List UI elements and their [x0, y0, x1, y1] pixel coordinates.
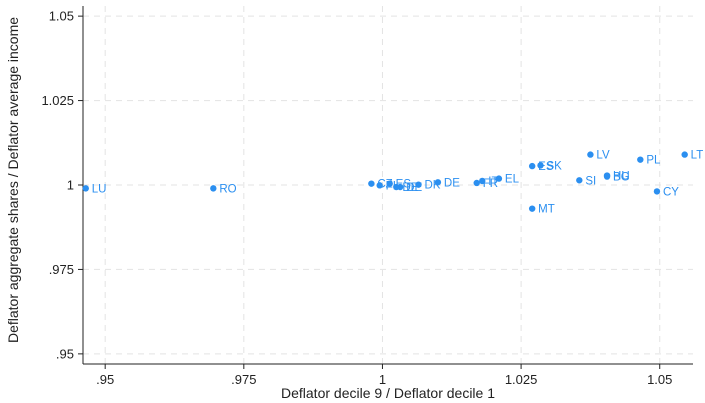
point-label-dk: DK [425, 180, 441, 192]
point-label-de: DE [444, 177, 460, 189]
point-label-de: DE [406, 182, 422, 194]
point-label-cy: CY [663, 186, 679, 198]
point-label-cz: CZ [377, 179, 392, 191]
point-label-de: DE [402, 182, 418, 194]
x-tick-label: 1 [379, 372, 386, 387]
point-label-fr: FR [483, 178, 498, 190]
y-tick-label: 1.025 [41, 93, 74, 108]
point-label-el: EL [505, 174, 520, 186]
data-point-de [397, 183, 404, 191]
x-tick-label: 1.05 [647, 372, 672, 387]
point-label-it: IT [488, 176, 498, 188]
data-point-cz [368, 180, 375, 187]
y-tick-label: 1.05 [49, 9, 74, 24]
data-point-ro [210, 185, 217, 192]
x-axis-title: Deflator decile 9 / Deflator decile 1 [281, 385, 495, 401]
point-label-sk: SK [547, 160, 563, 172]
x-tick-label: .95 [96, 372, 114, 387]
y-axis-title: Deflator aggregate shares / Deflator ave… [5, 17, 21, 343]
point-label-hu: HU [613, 171, 630, 183]
point-label-mt: MT [538, 204, 555, 216]
data-point-lt [681, 151, 688, 158]
point-label-ro: RO [219, 183, 236, 195]
point-label-lt: LT [691, 150, 704, 162]
point-label-bg: BG [613, 172, 630, 184]
data-point-it [479, 177, 486, 185]
data-point-cy [653, 188, 661, 195]
data-point-fr [473, 179, 480, 187]
data-point-el [495, 175, 503, 182]
data-point-sk [537, 162, 544, 169]
y-tick-label: .95 [56, 346, 74, 361]
data-point-si [576, 177, 583, 184]
y-tick-label: 1 [67, 178, 74, 193]
data-point-lu [82, 185, 89, 192]
point-label-fi: FI [386, 180, 396, 192]
x-tick-label: 1.025 [505, 372, 538, 387]
data-point-de [434, 179, 442, 186]
point-label-si: SI [585, 175, 596, 187]
y-tick-label: .975 [49, 262, 74, 277]
point-label-pl: PL [646, 155, 661, 167]
grid [83, 6, 693, 364]
data-point-es [386, 180, 393, 187]
x-tick-label: .975 [231, 372, 256, 387]
point-label-lu: LU [92, 183, 107, 195]
data-point-dk [415, 181, 422, 188]
data-point-es [528, 162, 536, 170]
data-point-lv [587, 151, 594, 158]
data-point-hu [603, 172, 611, 179]
point-label-es: ES [396, 179, 412, 191]
data-points [82, 151, 688, 212]
data-point-fi [376, 182, 383, 189]
axis-ticks: .95 .975 1 1.025 1.05 .95 .975 1 1.025 1.05 [41, 9, 672, 387]
data-point-pl [637, 156, 644, 163]
point-label-es: ES [538, 161, 554, 173]
point-label-lv: LV [596, 150, 610, 162]
data-point-mt [528, 205, 536, 212]
